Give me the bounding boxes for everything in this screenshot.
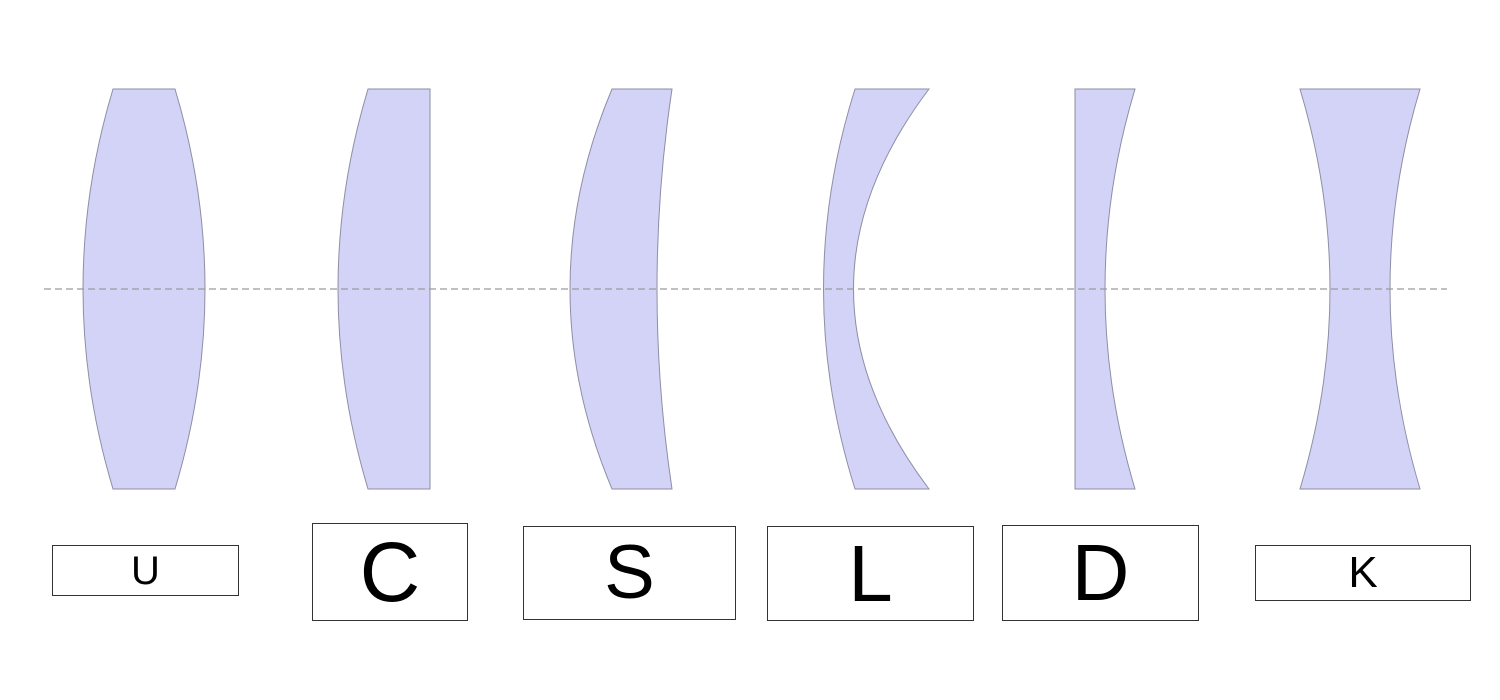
lens-label-k: K bbox=[1255, 545, 1471, 601]
lens-label-c: C bbox=[312, 523, 468, 621]
lens-label-s: S bbox=[523, 526, 736, 620]
negative-meniscus-lens bbox=[823, 88, 931, 490]
lens-label-l: L bbox=[767, 526, 974, 621]
plano-convex-lens bbox=[337, 88, 431, 490]
lens-label-u: U bbox=[52, 545, 239, 596]
lens-label-d: D bbox=[1002, 525, 1199, 621]
